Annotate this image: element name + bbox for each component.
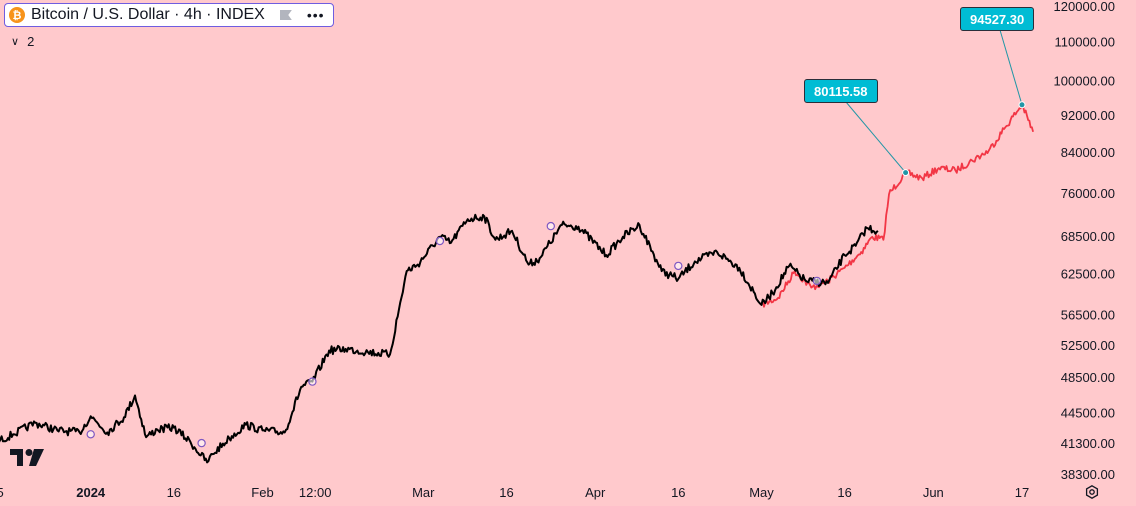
y-tick-label-110000-00: 110000.00 [1055,35,1116,50]
settings-gear-icon[interactable] [1085,485,1099,499]
event-marker-3[interactable] [308,377,317,386]
callout-anchor-2[interactable] [1018,101,1026,109]
y-tick-label-44500-00: 44500.00 [1061,406,1115,421]
x-tick-label-15: 15 [0,485,4,500]
symbol-legend[interactable]: ₿ Bitcoin / U.S. Dollar · 4h · INDEX ••• [4,3,334,27]
y-tick-label-38300-00: 38300.00 [1061,467,1115,482]
y-tick-label-48500-00: 48500.00 [1061,370,1115,385]
event-marker-2[interactable] [197,438,206,448]
symbol-title[interactable]: Bitcoin / U.S. Dollar · 4h · INDEX [31,6,265,23]
y-tick-label-62500-00: 62500.00 [1061,266,1115,281]
y-tick-label-120000-00: 120000.00 [1054,0,1115,14]
chevron-down-icon[interactable]: ∨ [11,35,20,48]
x-tick-label-jun: Jun [923,485,944,500]
x-tick-label-2024: 2024 [76,485,106,500]
x-tick-label-mar: Mar [412,485,435,500]
y-tick-label-92000-00: 92000.00 [1061,108,1115,123]
x-tick-label-17: 17 [1015,485,1029,500]
price-axis[interactable]: 120000.00 110000.00 100000.00 92000.00 84000… [1054,0,1115,482]
y-tick-label-56500-00: 56500.00 [1061,308,1115,323]
time-axis[interactable]: 15 2024 16 Feb 12:00 Mar 16 Apr 16 May 16 Jun 17 [0,485,1029,500]
y-tick-label-68500-00: 68500.00 [1061,229,1115,244]
callout-leader-1 [845,101,906,173]
indicators-count: 2 [27,33,35,49]
x-tick-label-feb: Feb [251,485,273,500]
tradingview-logo[interactable] [10,449,44,466]
x-tick-label-apr: Apr [585,485,606,500]
price-callout-second[interactable]: 94527.30 [960,7,1035,31]
x-tick-label-may: May [749,485,774,500]
event-markers [86,221,822,448]
x-tick-label-12-00: 12:00 [299,485,332,500]
event-marker-1[interactable] [86,430,95,439]
y-tick-label-76000-00: 76000.00 [1061,186,1115,201]
projection-line [760,103,1034,308]
price-line [0,213,879,464]
y-tick-label-52500-00: 52500.00 [1061,338,1115,353]
more-options-icon[interactable]: ••• [306,7,325,23]
series-layer [0,103,1034,464]
event-marker-6[interactable] [674,261,683,271]
event-marker-7[interactable] [812,276,822,286]
flag-icon[interactable] [279,8,293,22]
event-marker-4[interactable] [435,236,445,246]
bitcoin-icon: ₿ [9,7,25,23]
y-tick-label-100000-00: 100000.00 [1054,74,1115,89]
event-marker-5[interactable] [546,221,556,231]
y-tick-label-84000-00: 84000.00 [1061,145,1115,160]
x-tick-label-16: 16 [499,485,513,500]
callout-leader-2 [999,29,1023,105]
x-tick-label-16: 16 [671,485,685,500]
x-tick-label-16: 16 [167,485,181,500]
indicators-toggle[interactable]: ∨ 2 [4,30,41,52]
x-tick-label-16: 16 [837,485,851,500]
callout-anchor-1[interactable] [902,169,910,177]
price-callout-first[interactable]: 80115.58 [804,79,878,103]
callout-leaders [845,29,1026,177]
y-tick-label-41300-00: 41300.00 [1061,436,1115,451]
